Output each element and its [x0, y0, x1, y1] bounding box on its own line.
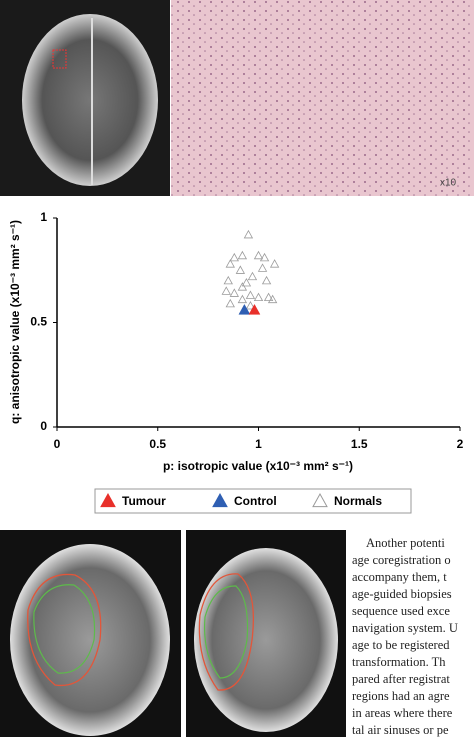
point [237, 282, 248, 291]
point [238, 303, 251, 315]
text-line: pared after registrat [352, 672, 450, 686]
x-tick-label: 1 [255, 437, 262, 451]
mri-brain [10, 544, 170, 736]
point [237, 250, 248, 260]
point [267, 294, 278, 304]
point [235, 265, 246, 274]
mri-brain [22, 14, 158, 186]
tumour-outline [27, 573, 102, 687]
point [263, 292, 274, 302]
y-axis-label: q: anisotropic value (x10⁻³ mm² s⁻¹) [8, 220, 22, 424]
legend-label: Normals [334, 494, 382, 508]
point [223, 275, 233, 285]
text-line: age coregistration o [352, 553, 451, 567]
point [269, 259, 280, 268]
text-line: sequence used exce [352, 604, 450, 618]
point [253, 250, 264, 260]
magnification-label: x10 [440, 178, 457, 189]
point [248, 303, 261, 315]
histology-cells [171, 0, 474, 196]
text-line: tal air sinuses or pe [352, 723, 449, 737]
point [253, 292, 264, 302]
point [225, 259, 235, 268]
point [245, 300, 256, 310]
point [243, 229, 254, 239]
roi-box [52, 49, 67, 69]
legend-icon [100, 492, 116, 508]
legend-icon [312, 492, 328, 508]
y-tick-label: 0.5 [30, 315, 47, 329]
tumour-outline-inner [203, 585, 249, 679]
text-line: accompany them, t [352, 570, 447, 584]
y-tick-label: 0 [40, 419, 47, 433]
y-tick-label: 1 [40, 210, 47, 224]
point [225, 298, 235, 308]
point [261, 275, 272, 285]
x-tick-label: 0 [54, 437, 61, 451]
text-line: regions had an agre [352, 689, 450, 703]
x-tick-label: 1.5 [351, 437, 368, 451]
point [245, 290, 256, 299]
x-tick-label: 2 [457, 437, 464, 451]
text-line: Another potenti [366, 536, 445, 550]
text-line: transformation. Th [352, 655, 446, 669]
point [221, 286, 231, 295]
legend-label: Control [234, 494, 277, 508]
point [229, 252, 239, 262]
x-axis-label: p: isotropic value (x10⁻³ mm² s⁻¹) [163, 459, 353, 473]
point [237, 294, 248, 304]
text-line: in areas where there [352, 706, 453, 720]
legend-icon [212, 492, 228, 508]
point [259, 252, 270, 262]
body-text: Another potenti age coregistration o accom… [352, 535, 474, 737]
point [229, 288, 239, 297]
point [247, 271, 258, 281]
tumour-outline [198, 573, 255, 691]
text-line: age-guided biopsies [352, 587, 452, 601]
point [257, 263, 268, 272]
legend [94, 488, 412, 514]
text-line: age to be registered [352, 638, 450, 652]
text-line: navigation system. U [352, 621, 458, 635]
mri-brain [194, 548, 338, 732]
point [241, 277, 252, 287]
x-tick-label: 0.5 [149, 437, 166, 451]
tumour-outline-inner [33, 584, 96, 674]
legend-label: Tumour [122, 494, 166, 508]
